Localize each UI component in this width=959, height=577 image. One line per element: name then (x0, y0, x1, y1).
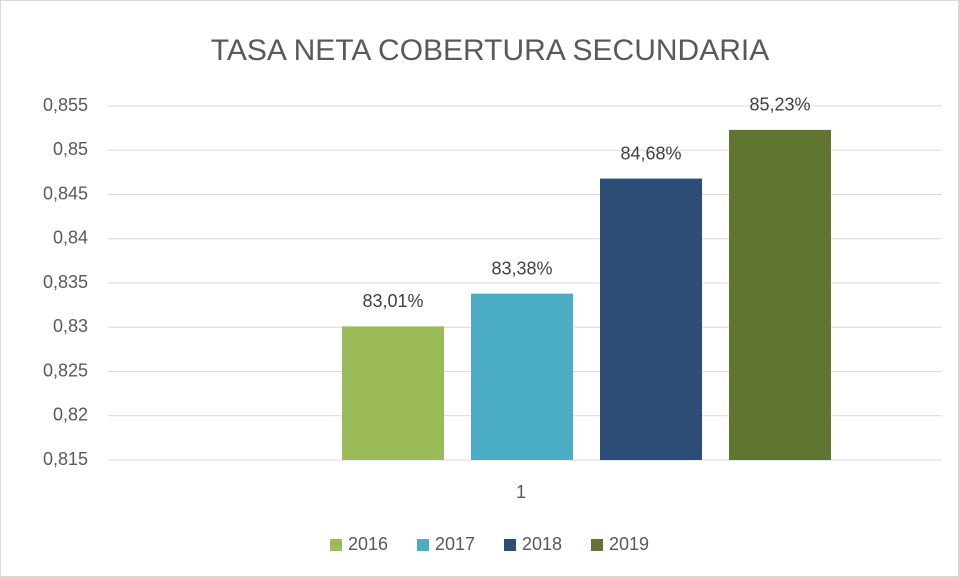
y-tick-label: 0,835 (43, 272, 88, 292)
y-tick-label: 0,82 (53, 405, 88, 425)
legend-swatch (417, 539, 429, 551)
chart-title: TASA NETA COBERTURA SECUNDARIA (211, 34, 769, 67)
bar (600, 178, 702, 460)
value-label: 84,68% (620, 143, 681, 163)
legend-swatch (330, 539, 342, 551)
legend-label: 2018 (522, 534, 562, 554)
legend-swatch (504, 539, 516, 551)
y-tick-label: 0,815 (43, 449, 88, 469)
y-tick-label: 0,85 (53, 139, 88, 159)
y-tick-label: 0,83 (53, 316, 88, 336)
bar (729, 129, 831, 460)
bar (342, 326, 444, 460)
x-tick-label: 1 (516, 482, 526, 502)
legend-label: 2019 (609, 534, 649, 554)
y-tick-label: 0,825 (43, 360, 88, 380)
value-label: 85,23% (749, 95, 810, 115)
value-label: 83,01% (362, 291, 423, 311)
y-tick-label: 0,84 (53, 228, 88, 248)
legend-label: 2017 (435, 534, 475, 554)
legend-label: 2016 (348, 534, 388, 554)
value-label: 83,38% (491, 258, 552, 278)
legend-swatch (591, 539, 603, 551)
y-tick-label: 0,845 (43, 183, 88, 203)
y-tick-label: 0,855 (43, 95, 88, 115)
bar (471, 293, 573, 460)
